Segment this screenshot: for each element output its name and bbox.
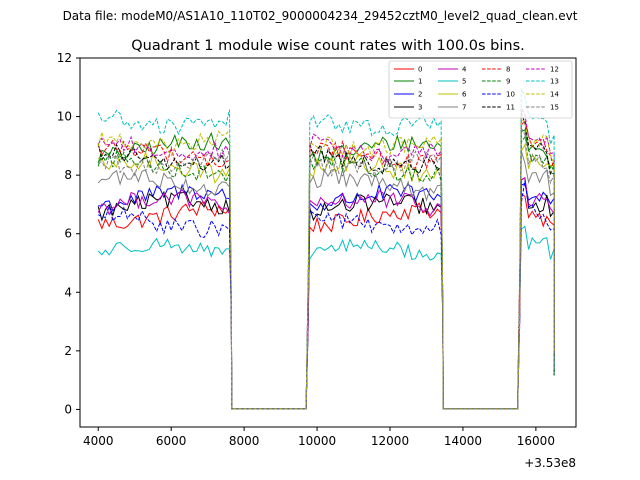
series-line-8: [97, 119, 555, 410]
legend-label-12: 12: [550, 66, 559, 74]
legend-label-0: 0: [418, 66, 422, 74]
x-tick-label: 4000: [83, 434, 114, 448]
y-tick-label: 2: [64, 344, 72, 358]
y-axis: 0 2 4 6 8 10 12: [57, 51, 80, 416]
series-line-12: [97, 106, 555, 410]
series-line-15: [98, 126, 555, 410]
x-tick-label: 10000: [298, 434, 336, 448]
series-line-3: [97, 177, 555, 410]
x-offset-label: +3.53e8: [524, 456, 576, 470]
legend-label-7: 7: [462, 104, 466, 112]
legend-label-3: 3: [418, 104, 422, 112]
x-tick-label: 8000: [229, 434, 260, 448]
series-line-1: [97, 129, 555, 410]
y-tick-label: 0: [64, 402, 72, 416]
series-line-9: [97, 136, 555, 410]
legend-box: [388, 60, 573, 119]
legend-label-11: 11: [506, 104, 515, 112]
figure-suptitle: Data file: modeM0/AS1A10_110T02_90000042…: [63, 9, 578, 23]
series-line-7: [97, 150, 555, 410]
series-line-11: [97, 112, 555, 410]
x-tick-label: 14000: [444, 434, 482, 448]
plot-frame: [79, 57, 577, 428]
series-line-5: [97, 225, 555, 410]
legend-label-15: 15: [550, 104, 559, 112]
series-layer: [97, 87, 555, 410]
legend-label-14: 14: [550, 91, 559, 99]
series-line-6: [98, 143, 555, 410]
legend-label-13: 13: [550, 78, 559, 86]
series-line-0: [97, 193, 555, 410]
legend-label-8: 8: [506, 66, 510, 74]
y-tick-label: 4: [64, 285, 72, 299]
series-line-4: [97, 176, 555, 410]
series-line-14: [97, 115, 555, 410]
series-line-10: [97, 180, 555, 410]
y-tick-label: 8: [64, 168, 72, 182]
series-line-13: [97, 87, 555, 410]
legend-label-10: 10: [506, 91, 515, 99]
legend-label-2: 2: [418, 91, 422, 99]
y-tick-label: 12: [57, 51, 72, 65]
legend-label-5: 5: [462, 78, 466, 86]
y-tick-label: 6: [64, 227, 72, 241]
x-axis: 4000 6000 8000 10000 12000 14000 16000: [83, 427, 555, 448]
x-tick-label: 16000: [517, 434, 555, 448]
y-tick-label: 10: [57, 110, 72, 124]
legend-label-4: 4: [462, 66, 467, 74]
chart-title: Quadrant 1 module wise count rates with …: [131, 38, 525, 54]
x-tick-label: 12000: [371, 434, 409, 448]
legend-label-6: 6: [462, 91, 467, 99]
legend-label-1: 1: [418, 78, 422, 86]
legend-label-9: 9: [506, 78, 510, 86]
x-tick-label: 6000: [156, 434, 187, 448]
